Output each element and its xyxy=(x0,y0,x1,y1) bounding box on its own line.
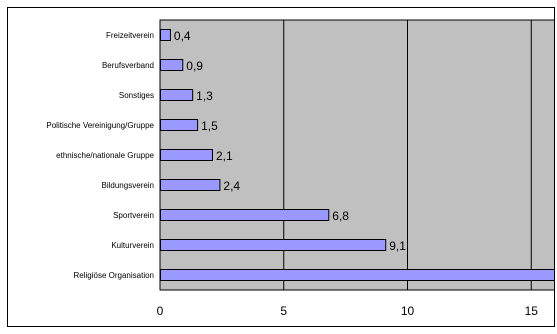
bar-sonstiges xyxy=(160,89,194,101)
value-label-freizeitverein: 0,4 xyxy=(174,29,191,43)
category-label-berufsverband: Berufsverband xyxy=(102,61,154,70)
bars xyxy=(160,29,554,281)
category-label-religi-se-organisation: Religiöse Organisation xyxy=(74,271,155,280)
chart-frame: Freizeitverein Berufsverband Sonstiges Poli… xyxy=(7,7,555,327)
x-tick-label-0: 0 xyxy=(157,304,164,318)
bar-chart: Freizeitverein Berufsverband Sonstiges Poli… xyxy=(46,19,554,318)
category-label-kulturverein: Kulturverein xyxy=(111,241,154,250)
x-tick-label-10: 10 xyxy=(401,304,415,318)
bar-sportverein xyxy=(160,209,330,221)
category-label-bildungsverein: Bildungsverein xyxy=(102,181,154,190)
category-label-freizeitverein: Freizeitverein xyxy=(106,31,154,40)
value-label-bildungsverein: 2,4 xyxy=(223,179,240,193)
value-label-kulturverein: 9,1 xyxy=(389,239,406,253)
value-label-sonstiges: 1,3 xyxy=(196,89,213,103)
bar-ethnische-nationale-gruppe xyxy=(160,149,213,161)
x-tick-label-5: 5 xyxy=(280,304,287,318)
bar-freizeitverein xyxy=(160,29,171,41)
bar-kulturverein xyxy=(160,239,387,251)
bar-bildungsverein xyxy=(160,179,221,191)
bar-berufsverband xyxy=(160,59,184,71)
bar-religi-se-organisation xyxy=(160,269,554,281)
category-labels: Freizeitverein Berufsverband Sonstiges Poli… xyxy=(46,31,154,280)
x-tick-label-15: 15 xyxy=(525,304,539,318)
category-label-sportverein: Sportverein xyxy=(113,211,154,220)
value-label-berufsverband: 0,9 xyxy=(186,59,203,73)
x-axis-tick-labels: 05101520 xyxy=(157,304,539,318)
category-label-politische-vereinigung-gruppe: Politische Vereinigung/Gruppe xyxy=(46,121,154,130)
value-labels: 0,40,91,31,52,12,46,89,118,3 xyxy=(174,29,406,253)
value-label-ethnische-nationale-gruppe: 2,1 xyxy=(216,149,233,163)
category-label-sonstiges: Sonstiges xyxy=(119,91,154,100)
value-label-sportverein: 6,8 xyxy=(332,209,349,223)
category-label-ethnische-nationale-gruppe: ethnische/nationale Gruppe xyxy=(56,151,154,160)
bar-politische-vereinigung-gruppe xyxy=(160,119,199,131)
value-label-politische-vereinigung-gruppe: 1,5 xyxy=(201,119,218,133)
